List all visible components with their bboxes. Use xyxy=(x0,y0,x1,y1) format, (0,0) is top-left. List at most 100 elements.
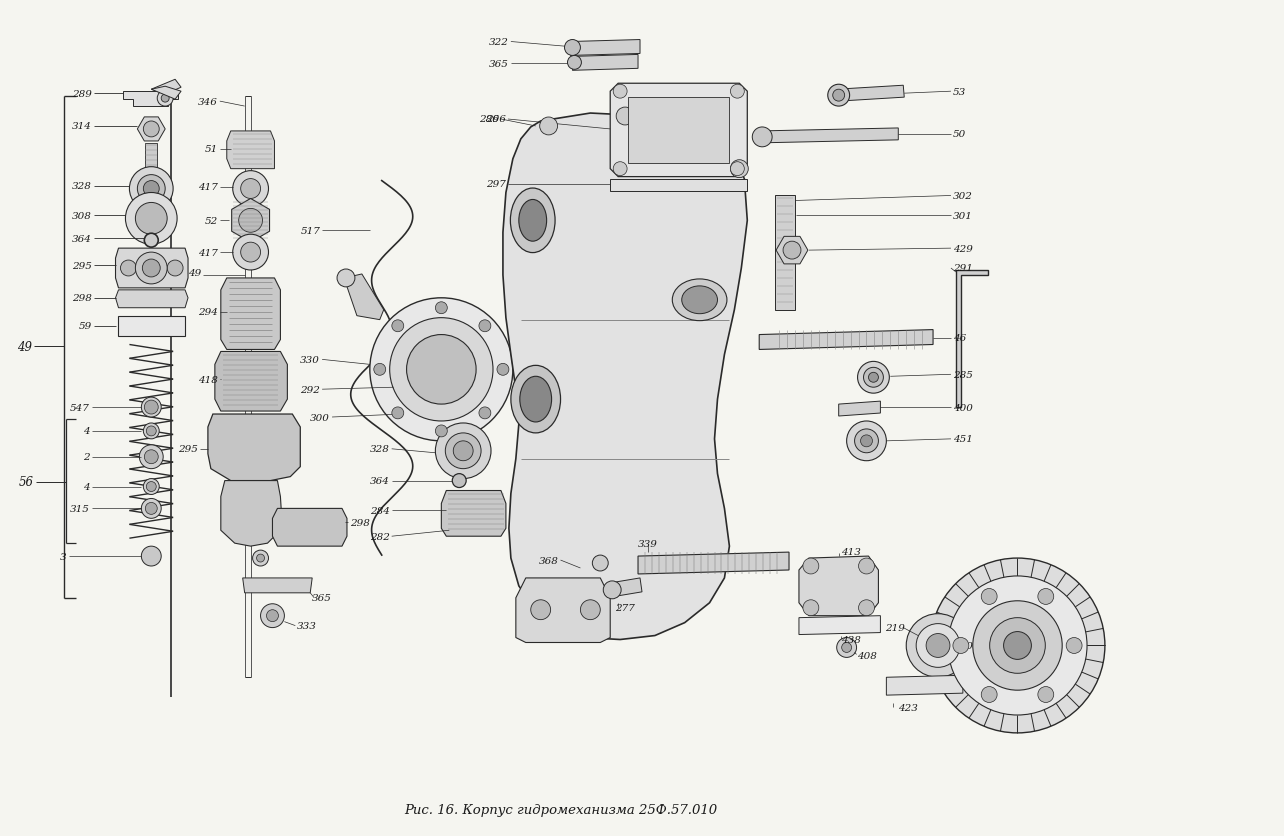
Circle shape xyxy=(990,618,1045,674)
Circle shape xyxy=(240,180,261,199)
Circle shape xyxy=(1004,632,1031,660)
Text: 291: 291 xyxy=(953,264,973,273)
Polygon shape xyxy=(838,401,881,416)
Text: 302: 302 xyxy=(953,191,973,201)
Text: 298: 298 xyxy=(351,518,370,528)
Polygon shape xyxy=(955,271,987,408)
Polygon shape xyxy=(116,249,187,288)
Text: 294: 294 xyxy=(198,308,218,317)
Polygon shape xyxy=(837,86,904,102)
Text: 418: 418 xyxy=(198,375,218,385)
Circle shape xyxy=(479,407,490,420)
Polygon shape xyxy=(227,132,275,170)
Text: 364: 364 xyxy=(72,234,91,243)
Circle shape xyxy=(859,558,874,574)
Circle shape xyxy=(146,482,157,492)
Text: 547: 547 xyxy=(69,403,90,412)
Text: 277: 277 xyxy=(615,604,636,613)
Circle shape xyxy=(146,426,157,436)
Circle shape xyxy=(446,433,482,469)
Circle shape xyxy=(568,56,582,70)
Text: 49: 49 xyxy=(17,340,32,354)
Ellipse shape xyxy=(511,366,561,433)
Circle shape xyxy=(144,451,158,464)
Polygon shape xyxy=(761,129,899,144)
Circle shape xyxy=(691,123,709,140)
Circle shape xyxy=(926,634,950,658)
Circle shape xyxy=(497,364,508,376)
Circle shape xyxy=(907,614,969,677)
Circle shape xyxy=(842,643,851,653)
Circle shape xyxy=(731,161,749,178)
Text: 51: 51 xyxy=(204,145,218,154)
Circle shape xyxy=(144,181,159,197)
Text: 59: 59 xyxy=(78,322,91,331)
Text: 2: 2 xyxy=(83,453,90,461)
Circle shape xyxy=(257,554,265,563)
Text: 328: 328 xyxy=(72,182,91,191)
Ellipse shape xyxy=(519,200,547,242)
Polygon shape xyxy=(886,675,963,696)
Polygon shape xyxy=(799,557,878,616)
Circle shape xyxy=(833,90,845,102)
Polygon shape xyxy=(123,92,178,107)
Text: 308: 308 xyxy=(72,212,91,221)
Polygon shape xyxy=(152,80,181,95)
Circle shape xyxy=(157,91,173,107)
Circle shape xyxy=(374,364,385,376)
Text: 322: 322 xyxy=(489,38,508,47)
Text: 346: 346 xyxy=(198,98,218,106)
Circle shape xyxy=(855,430,878,453)
Circle shape xyxy=(837,638,856,658)
Circle shape xyxy=(948,576,1088,715)
Polygon shape xyxy=(152,87,181,100)
Circle shape xyxy=(616,108,634,125)
Text: 3: 3 xyxy=(60,552,67,561)
Circle shape xyxy=(144,234,158,247)
Circle shape xyxy=(859,600,874,616)
Text: 400: 400 xyxy=(953,403,973,412)
Circle shape xyxy=(530,600,551,620)
Text: 50: 50 xyxy=(953,130,966,140)
Text: 295: 295 xyxy=(178,445,198,454)
Circle shape xyxy=(479,320,490,333)
Polygon shape xyxy=(231,199,270,243)
Text: 280: 280 xyxy=(953,641,973,650)
Polygon shape xyxy=(573,55,638,71)
Circle shape xyxy=(232,235,268,271)
Circle shape xyxy=(864,368,883,388)
Polygon shape xyxy=(638,553,788,574)
Circle shape xyxy=(435,424,490,479)
Polygon shape xyxy=(137,118,166,142)
Text: 365: 365 xyxy=(312,594,333,603)
Text: 53: 53 xyxy=(953,88,966,97)
Text: 429: 429 xyxy=(953,244,973,253)
Polygon shape xyxy=(503,114,747,640)
Ellipse shape xyxy=(673,279,727,321)
Circle shape xyxy=(603,581,621,599)
Circle shape xyxy=(144,479,159,495)
Circle shape xyxy=(565,40,580,56)
Text: 333: 333 xyxy=(298,621,317,630)
Text: 451: 451 xyxy=(953,435,973,444)
Polygon shape xyxy=(610,180,747,191)
Text: 52: 52 xyxy=(204,217,218,226)
Circle shape xyxy=(752,128,772,148)
Circle shape xyxy=(917,624,960,667)
Polygon shape xyxy=(116,290,187,308)
Circle shape xyxy=(981,589,998,604)
Circle shape xyxy=(140,446,163,469)
Circle shape xyxy=(240,243,261,263)
Ellipse shape xyxy=(682,287,718,314)
Polygon shape xyxy=(776,196,795,310)
Text: 417: 417 xyxy=(198,248,218,257)
Circle shape xyxy=(731,85,745,99)
Circle shape xyxy=(930,558,1106,733)
Text: 408: 408 xyxy=(856,651,877,660)
Text: 4: 4 xyxy=(83,427,90,436)
Circle shape xyxy=(144,122,159,138)
Text: 368: 368 xyxy=(539,556,559,565)
Text: 330: 330 xyxy=(300,355,320,364)
Polygon shape xyxy=(442,491,506,537)
Circle shape xyxy=(143,260,160,278)
